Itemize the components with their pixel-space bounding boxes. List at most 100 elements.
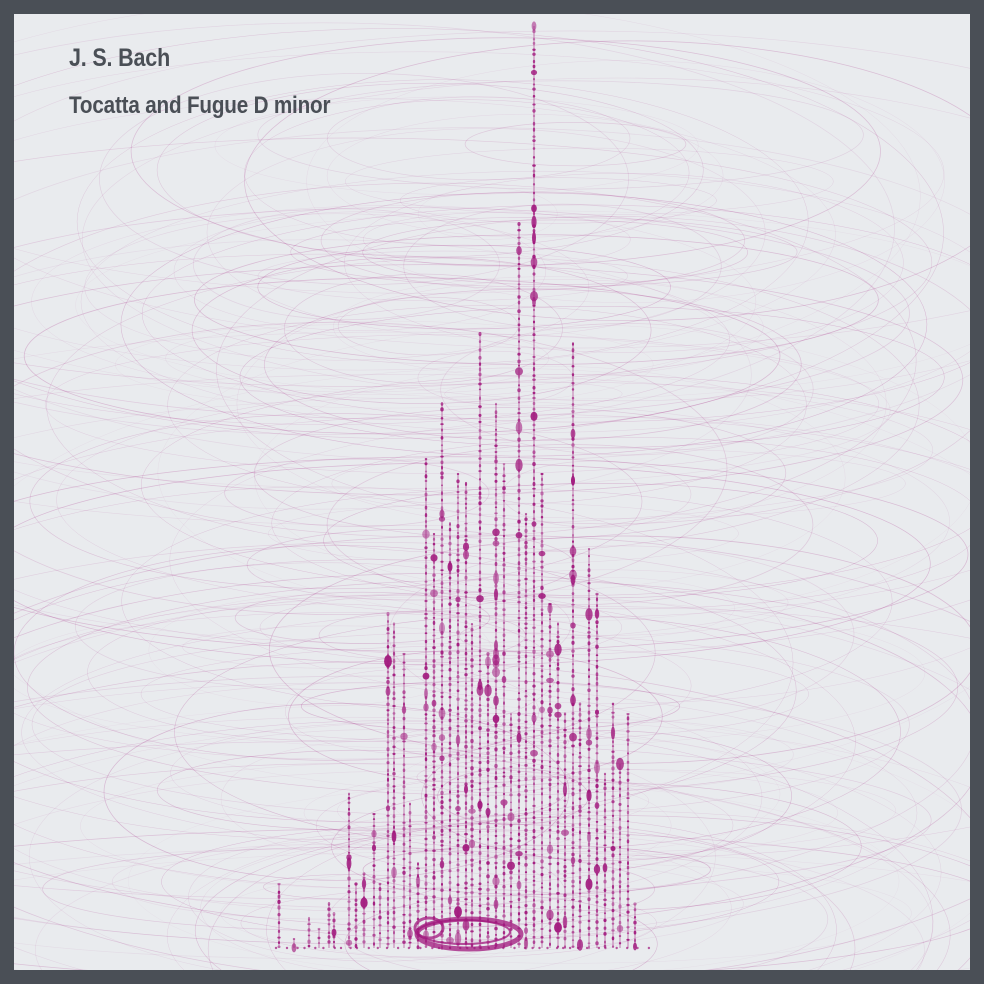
note-dot (494, 834, 498, 838)
note-dot (448, 610, 452, 614)
note-dot (432, 560, 436, 564)
note-dot (494, 561, 498, 567)
note-dot (403, 754, 405, 758)
note-dot (386, 916, 390, 920)
note-dot (548, 892, 552, 896)
note-dot (517, 437, 521, 442)
note-dot (532, 87, 536, 91)
note-dot (516, 246, 522, 256)
note-dot (478, 539, 482, 544)
orbit-ellipse (141, 204, 970, 423)
note-dot (517, 705, 521, 709)
note-dot (595, 894, 599, 898)
note-dot (448, 541, 452, 546)
note-dot (548, 855, 552, 860)
note-dot (556, 932, 560, 935)
note-dot (440, 669, 444, 672)
note-dot (525, 772, 527, 776)
note-dot (611, 800, 615, 804)
note-dot (470, 697, 474, 701)
note-dot (327, 931, 331, 935)
note-dot (563, 733, 567, 738)
orbit-ellipse (14, 612, 692, 760)
note-dot (556, 681, 560, 685)
note-dot (464, 620, 468, 625)
note-dot (517, 814, 521, 818)
note-dot (432, 664, 436, 669)
note-dot (618, 771, 622, 775)
note-dot (424, 462, 428, 466)
note-dot (524, 522, 528, 526)
baseline-dot (531, 946, 534, 950)
note-dot (332, 918, 336, 923)
note-dot (440, 444, 444, 447)
note-dot (457, 765, 459, 768)
note-dot (595, 914, 599, 916)
note-dot (470, 903, 474, 907)
note-dot (494, 402, 498, 406)
note-dot (517, 798, 521, 804)
note-dot (509, 758, 513, 762)
note-dot (478, 436, 482, 440)
note-dot (464, 767, 468, 770)
note-dot (470, 678, 474, 683)
note-dot (532, 272, 536, 276)
note-dot (571, 373, 575, 377)
note-dot (619, 873, 621, 878)
note-dot (464, 704, 468, 707)
note-dot (532, 692, 536, 696)
note-dot (448, 790, 452, 794)
note-dot (372, 864, 376, 867)
note-dot (468, 839, 476, 848)
orbit-ellipse (80, 763, 672, 889)
note-dot (510, 743, 512, 748)
note-dot (571, 898, 575, 901)
note-dot (402, 661, 406, 664)
note-dot (392, 917, 396, 921)
note-dot (532, 366, 536, 372)
note-dot (611, 786, 615, 791)
note-dot (402, 813, 406, 816)
note-dot (571, 827, 575, 832)
note-dot (626, 768, 630, 771)
note-dot (540, 936, 544, 939)
note-dot (456, 535, 460, 540)
note-dot (478, 904, 482, 907)
note-dot (494, 479, 498, 483)
note-dot (392, 789, 396, 793)
note-dot (571, 918, 575, 921)
note-dot (432, 616, 436, 619)
note-dot (486, 774, 490, 777)
note-dot (603, 888, 607, 893)
note-dot (432, 548, 436, 552)
note-dot (533, 678, 535, 682)
note-dot (494, 890, 498, 894)
note-dot (456, 642, 460, 647)
note-dot (478, 405, 482, 408)
note-dot (532, 804, 536, 808)
note-dot (402, 690, 406, 695)
orbit-ellipse (14, 675, 962, 945)
note-dot (603, 918, 607, 923)
note-dot (540, 928, 544, 930)
note-dot (611, 922, 615, 925)
note-dot (425, 829, 427, 833)
note-dot (524, 582, 528, 586)
note-dot (585, 739, 593, 746)
note-dot (456, 558, 460, 562)
note-dot (307, 944, 311, 948)
note-dot (486, 767, 490, 772)
note-dot (548, 664, 552, 668)
note-dot (517, 692, 521, 695)
orbit-ellipse (464, 122, 687, 167)
note-dot (402, 796, 406, 800)
orbit-ellipse (14, 127, 970, 462)
note-dot (587, 648, 591, 652)
note-dot (448, 847, 452, 851)
note-dot (393, 681, 395, 684)
note-dot (502, 738, 506, 742)
note-dot (440, 506, 444, 511)
note-dot (431, 742, 437, 752)
note-dot (524, 732, 528, 736)
note-dot (464, 859, 468, 864)
